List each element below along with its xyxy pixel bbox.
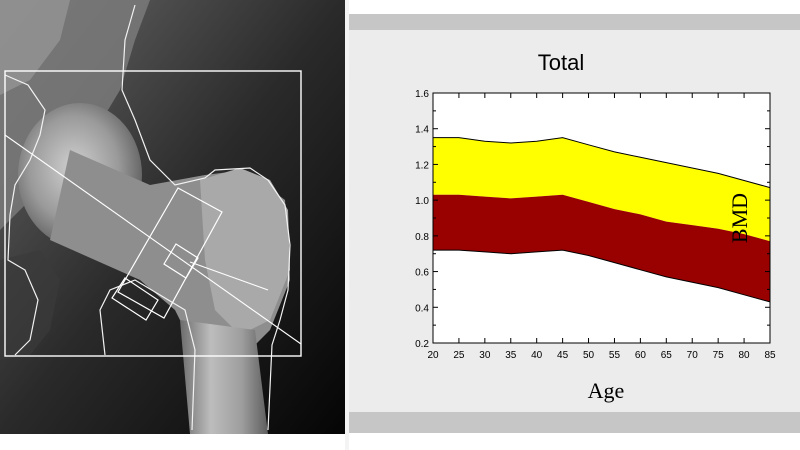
- x-tick-label: 40: [531, 350, 543, 361]
- axes: 20 25 30 35 40 45 50 55 60 65 70 75 80 85 0.2 0.4 0.6 0.8…: [415, 89, 776, 361]
- bmd-report-panel: Total 20 25 30 35 40 45 50 55 60 65 70 75 80 85 0.2 0.4…: [349, 0, 800, 450]
- y-tick-label: 0.6: [415, 268, 429, 279]
- x-tick-label: 70: [687, 350, 699, 361]
- femur-scan-drawing: [0, 0, 345, 434]
- x-tick-label: 60: [635, 350, 647, 361]
- x-tick-label: 30: [479, 350, 491, 361]
- plot-area: [433, 93, 771, 343]
- dxa-scan-image: [0, 0, 345, 434]
- band-upper-edge: [433, 137, 771, 189]
- y-tick-label: 1.6: [415, 89, 429, 100]
- x-tick-label: 50: [583, 350, 595, 361]
- band-lower-edge: [433, 249, 771, 303]
- x-tick-label: 35: [505, 350, 517, 361]
- x-tick-label: 20: [427, 350, 439, 361]
- y-axis-label: BMD: [727, 193, 752, 243]
- report-top-bar: [349, 14, 800, 30]
- y-tick-label: 1.0: [415, 196, 429, 207]
- y-tick-label: 0.2: [415, 339, 429, 350]
- y-tick-label: 0.4: [415, 303, 429, 314]
- y-tick-label: 1.2: [415, 160, 429, 171]
- x-tick-label: 55: [609, 350, 621, 361]
- bmd-chart: Total 20 25 30 35 40 45 50 55 60 65 70 75 80 85 0.2 0.4…: [415, 50, 776, 403]
- band-1: [433, 194, 770, 302]
- y-tick-label: 0.8: [415, 232, 429, 243]
- x-tick-label: 80: [739, 350, 751, 361]
- x-tick-label: 75: [713, 350, 725, 361]
- band-0: [433, 137, 770, 242]
- x-tick-label: 85: [764, 350, 776, 361]
- x-axis-label: Age: [588, 378, 625, 403]
- chart-title: Total: [538, 50, 584, 75]
- x-tick-label: 25: [453, 350, 465, 361]
- panel-divider: [345, 0, 349, 450]
- x-tick-label: 45: [557, 350, 569, 361]
- report-bottom-bar: [349, 412, 800, 433]
- x-tick-label: 65: [661, 350, 673, 361]
- y-tick-label: 1.4: [415, 125, 429, 136]
